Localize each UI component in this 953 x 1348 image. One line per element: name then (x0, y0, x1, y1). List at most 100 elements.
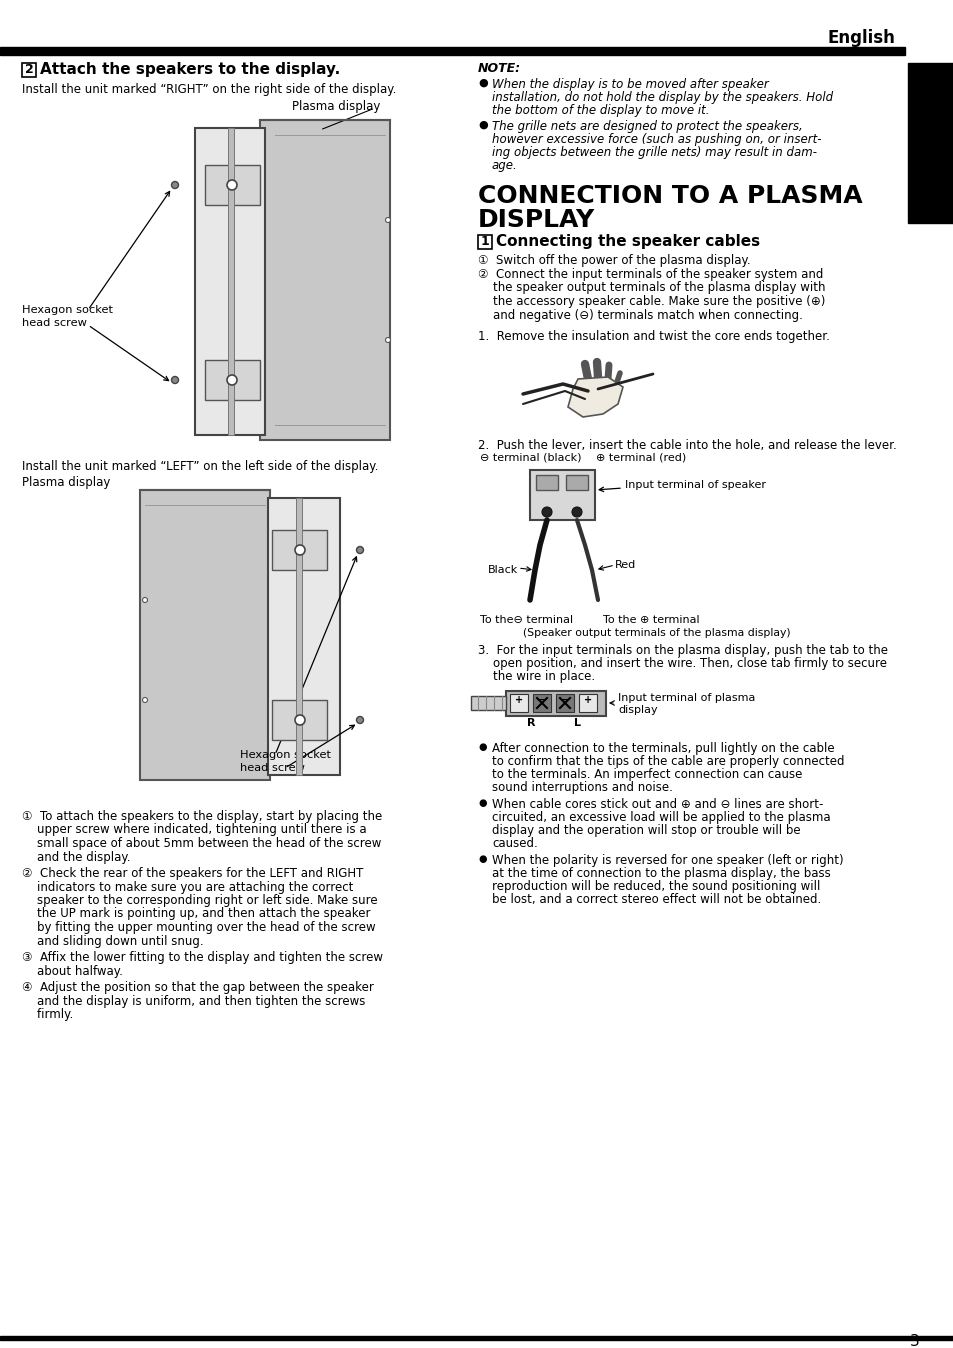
Text: the UP mark is pointing up, and then attach the speaker: the UP mark is pointing up, and then att… (22, 907, 370, 921)
Text: and the display is uniform, and then tighten the screws: and the display is uniform, and then tig… (22, 995, 365, 1007)
Text: ing objects between the grille nets) may result in dam-: ing objects between the grille nets) may… (492, 146, 816, 159)
Text: Hexagon socket
head screw: Hexagon socket head screw (22, 305, 112, 328)
Text: indicators to make sure you are attaching the correct: indicators to make sure you are attachin… (22, 880, 353, 894)
Ellipse shape (572, 507, 581, 518)
Bar (477, 235, 492, 249)
Text: the wire in place.: the wire in place. (477, 670, 595, 683)
Ellipse shape (385, 217, 390, 222)
Text: 3.  For the input terminals on the plasma display, push the tab to the: 3. For the input terminals on the plasma… (477, 644, 887, 656)
Text: NOTE:: NOTE: (477, 62, 520, 75)
Bar (228, 128, 233, 435)
Ellipse shape (541, 507, 552, 518)
Text: ③  Affix the lower fitting to the display and tighten the screw: ③ Affix the lower fitting to the display… (22, 950, 382, 964)
Text: sound interruptions and noise.: sound interruptions and noise. (492, 780, 672, 794)
Text: Red: Red (615, 559, 636, 570)
Polygon shape (194, 128, 265, 435)
Text: installation, do not hold the display by the speakers. Hold: installation, do not hold the display by… (492, 92, 832, 104)
Ellipse shape (142, 697, 148, 702)
Text: to confirm that the tips of the cable are properly connected: to confirm that the tips of the cable ar… (492, 755, 843, 768)
Text: however excessive force (such as pushing on, or insert-: however excessive force (such as pushing… (492, 133, 821, 146)
Text: Install the unit marked “LEFT” on the left side of the display.: Install the unit marked “LEFT” on the le… (22, 460, 378, 473)
Text: reproduction will be reduced, the sound positioning will: reproduction will be reduced, the sound … (492, 880, 820, 892)
Text: the accessory speaker cable. Make sure the positive (⊕): the accessory speaker cable. Make sure t… (477, 295, 824, 307)
Bar (907, 63, 953, 222)
Text: 2.  Push the lever, insert the cable into the hole, and release the lever.: 2. Push the lever, insert the cable into… (477, 439, 896, 452)
Bar (295, 497, 302, 775)
Bar (536, 474, 558, 491)
Text: English: English (923, 117, 937, 168)
Bar (510, 694, 527, 712)
Text: ④  Adjust the position so that the gap between the speaker: ④ Adjust the position so that the gap be… (22, 981, 374, 993)
Text: speaker to the corresponding right or left side. Make sure: speaker to the corresponding right or le… (22, 894, 377, 907)
Ellipse shape (142, 597, 148, 603)
Text: ①  Switch off the power of the plasma display.: ① Switch off the power of the plasma dis… (477, 253, 750, 267)
Text: open position, and insert the wire. Then, close tab firmly to secure: open position, and insert the wire. Then… (477, 656, 886, 670)
Text: Install the unit marked “RIGHT” on the right side of the display.: Install the unit marked “RIGHT” on the r… (22, 84, 395, 96)
Text: 1: 1 (480, 235, 489, 248)
Text: When cable cores stick out and ⊕ and ⊖ lines are short-: When cable cores stick out and ⊕ and ⊖ l… (492, 798, 822, 811)
Text: small space of about 5mm between the head of the screw: small space of about 5mm between the hea… (22, 837, 381, 851)
Bar (205, 164, 260, 205)
Text: at the time of connection to the plasma display, the bass: at the time of connection to the plasma … (492, 867, 830, 880)
Text: Black: Black (488, 565, 517, 576)
Text: To the ⊕ terminal: To the ⊕ terminal (602, 615, 699, 625)
Text: ●: ● (477, 855, 486, 864)
Text: To the⊖ terminal: To the⊖ terminal (479, 615, 573, 625)
Text: (Speaker output terminals of the plasma display): (Speaker output terminals of the plasma … (522, 628, 790, 638)
Text: Plasma display: Plasma display (292, 100, 379, 113)
Bar (530, 470, 595, 520)
Bar (556, 694, 574, 712)
Bar (578, 694, 597, 712)
Text: to the terminals. An imperfect connection can cause: to the terminals. An imperfect connectio… (492, 768, 801, 780)
Text: by fitting the upper mounting over the head of the screw: by fitting the upper mounting over the h… (22, 921, 375, 934)
Text: The grille nets are designed to protect the speakers,: The grille nets are designed to protect … (492, 120, 801, 133)
Text: firmly.: firmly. (22, 1008, 73, 1020)
Text: −: − (537, 696, 545, 705)
Text: +: + (583, 696, 592, 705)
Text: Input terminal of speaker: Input terminal of speaker (624, 480, 765, 491)
Bar (533, 694, 551, 712)
Ellipse shape (356, 717, 363, 724)
Text: When the display is to be moved after speaker: When the display is to be moved after sp… (492, 78, 768, 92)
Text: Plasma display: Plasma display (22, 476, 111, 489)
Text: +: + (515, 696, 522, 705)
Text: ⊖ terminal (black): ⊖ terminal (black) (479, 453, 581, 462)
Text: Input terminal of plasma: Input terminal of plasma (618, 693, 755, 704)
Text: After connection to the terminals, pull lightly on the cable: After connection to the terminals, pull … (492, 741, 834, 755)
Text: When the polarity is reversed for one speaker (left or right): When the polarity is reversed for one sp… (492, 855, 842, 867)
Text: the bottom of the display to move it.: the bottom of the display to move it. (492, 104, 709, 117)
Bar (0, 1336, 953, 1340)
Text: and the display.: and the display. (22, 851, 131, 864)
Bar (22, 63, 36, 77)
Text: display and the operation will stop or trouble will be: display and the operation will stop or t… (492, 824, 800, 837)
Bar (0, 47, 904, 55)
Polygon shape (268, 497, 339, 775)
Text: ●: ● (477, 120, 487, 129)
Ellipse shape (385, 337, 390, 342)
Text: DISPLAY: DISPLAY (477, 208, 595, 232)
Text: ●: ● (477, 798, 486, 807)
Polygon shape (567, 377, 622, 417)
Text: and negative (⊖) terminals match when connecting.: and negative (⊖) terminals match when co… (477, 309, 802, 322)
Text: ②  Check the rear of the speakers for the LEFT and RIGHT: ② Check the rear of the speakers for the… (22, 867, 363, 880)
Ellipse shape (227, 181, 236, 190)
Text: age.: age. (492, 159, 517, 173)
Text: −: − (560, 696, 569, 705)
Ellipse shape (294, 714, 305, 725)
Ellipse shape (227, 375, 236, 386)
Ellipse shape (172, 182, 178, 189)
Bar (272, 530, 327, 570)
Text: caused.: caused. (492, 837, 537, 851)
Bar (565, 474, 587, 491)
Bar (471, 696, 505, 710)
Text: be lost, and a correct stereo effect will not be obtained.: be lost, and a correct stereo effect wil… (492, 892, 821, 906)
Text: Hexagon socket
head screw: Hexagon socket head screw (240, 749, 331, 774)
Text: upper screw where indicated, tightening until there is a: upper screw where indicated, tightening … (22, 824, 366, 837)
Ellipse shape (294, 545, 305, 555)
Text: CONNECTION TO A PLASMA: CONNECTION TO A PLASMA (477, 183, 862, 208)
Text: ●: ● (477, 741, 486, 752)
Text: 2: 2 (25, 63, 33, 75)
Text: English: English (826, 30, 894, 47)
Bar (205, 360, 260, 400)
Text: Attach the speakers to the display.: Attach the speakers to the display. (40, 62, 340, 77)
